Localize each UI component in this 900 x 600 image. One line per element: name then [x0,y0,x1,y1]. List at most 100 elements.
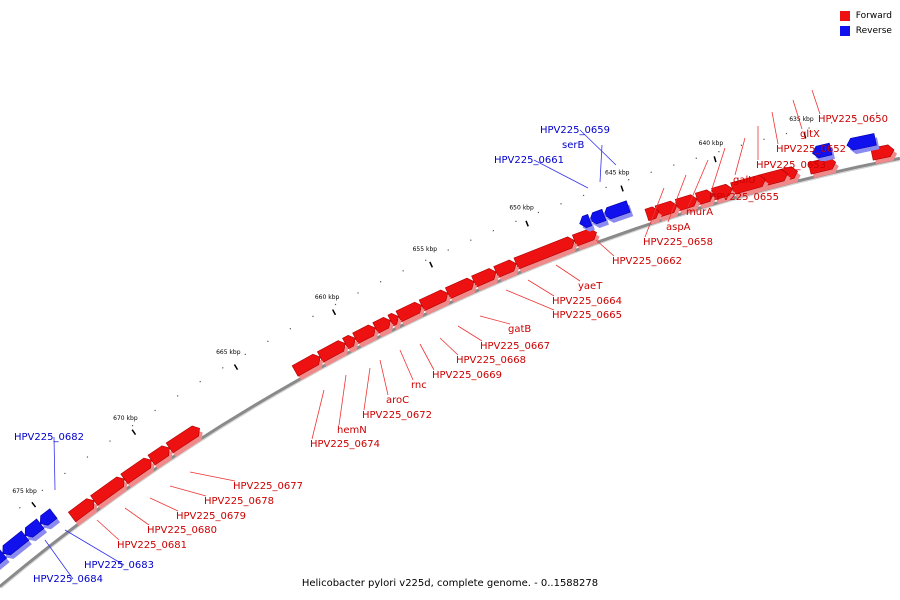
forward-gene-label[interactable]: HPV225_0679 [176,511,246,522]
forward-gene-label[interactable]: HPV225_0668 [456,355,526,366]
forward-gene-label[interactable]: HPV225_0680 [147,525,217,536]
minor-tick [154,409,156,412]
reverse-gene [846,133,877,151]
leader-line [479,315,511,325]
forward-gene-label[interactable]: HPV225_0652 [776,144,846,155]
minor-tick [222,367,224,369]
minor-tick [560,203,562,205]
forward-gene-label[interactable]: aroC [386,395,409,406]
forward-gene-label[interactable]: HPV225_0678 [204,496,274,507]
minor-tick [131,424,134,427]
legend-forward: Forward [839,8,892,23]
minor-tick [515,220,517,222]
legend: Forward Reverse [839,8,892,38]
minor-tick [673,164,675,166]
leader-line [189,471,236,482]
leader-line [439,337,459,356]
major-tick [131,429,137,436]
leader-line [579,129,617,166]
forward-gene [165,425,200,454]
forward-gene-label[interactable]: HPV225_0667 [480,341,550,352]
forward-gene-label[interactable]: HPV225_0669 [432,370,502,381]
forward-gene-label[interactable]: HPV225_0681 [117,540,187,551]
forward-gene-label[interactable]: gltX [800,129,820,140]
minor-tick [740,144,742,146]
leader-line [399,349,414,381]
forward-gene-label[interactable]: rnc [411,380,427,391]
leader-line [505,289,555,311]
forward-gene-label[interactable]: HPV225_0653 [756,160,826,171]
forward-gene-label[interactable]: galU [733,175,756,186]
reverse-gene-label[interactable]: HPV225_0661 [494,155,564,166]
legend-reverse-label: Reverse [855,25,892,36]
reverse-gene-label[interactable]: HPV225_0684 [33,574,103,585]
reverse-swatch [839,25,850,36]
forward-gene [67,498,95,523]
forward-gene [147,445,170,466]
forward-gene-label[interactable]: HPV225_0674 [310,439,380,450]
forward-gene [342,334,356,350]
forward-gene-label[interactable]: HPV225_0677 [233,481,303,492]
reverse-gene-label[interactable]: HPV225_0682 [14,432,84,443]
minor-tick [695,157,697,159]
minor-tick [853,117,855,119]
leader-line [53,436,56,491]
tick-label: 645 kbp [605,169,630,176]
backbone-highlight [0,159,900,589]
genome-caption: Helicobacter pylori v225d, complete geno… [301,578,599,589]
minor-tick [334,303,337,306]
forward-gene-label[interactable]: HPV225_0664 [552,296,622,307]
minor-tick [41,489,43,491]
forward-gene-label[interactable]: HPV225_0655 [709,192,779,203]
tick-label: 665 kbp [216,349,241,356]
forward-gene [444,277,475,300]
forward-gene [807,157,837,175]
major-tick [233,364,239,371]
minor-tick [537,211,540,214]
forward-gene-label[interactable]: murA [686,207,713,218]
leader-line [149,497,179,512]
forward-gene-label[interactable]: HPV225_0665 [552,310,622,321]
major-tick [331,309,337,316]
forward-gene [493,259,517,278]
minor-tick [425,259,427,261]
forward-gene [471,268,497,288]
reverse-gene-label[interactable]: HPV225_0683 [84,560,154,571]
forward-gene [711,183,733,201]
reverse-gene [579,214,593,228]
forward-gene-label[interactable]: HPV225_0650 [818,114,888,125]
forward-gene-label[interactable]: gatB [508,324,531,335]
forward-swatch [839,10,850,21]
reverse-gene [589,208,607,225]
forward-gene [316,340,346,363]
minor-tick [470,239,472,241]
leader-line [792,99,803,130]
leader-line [64,529,125,566]
minor-tick [492,230,494,232]
forward-gene [120,457,152,485]
leader-line [379,359,389,396]
reverse-gene-label[interactable]: serB [562,140,584,151]
forward-gene [395,301,423,323]
leader-line [419,343,435,371]
major-tick [429,261,434,268]
forward-gene-label[interactable]: HPV225_0672 [362,410,432,421]
forward-gene-label[interactable]: HPV225_0662 [612,256,682,267]
forward-gene [291,353,321,377]
forward-gene-label[interactable]: hemN [337,425,367,436]
forward-gene [387,313,399,327]
major-tick [525,220,529,227]
major-ticks: 635 kbp 640 kbp 645 kbp 650 kbp 655 kbp 660 k… [12,116,814,508]
minor-tick [876,112,878,114]
reverse-gene-label[interactable]: HPV225_0659 [540,125,610,136]
leader-line [710,147,726,193]
leader-line [533,159,589,189]
forward-gene-label[interactable]: aspA [666,222,691,233]
forward-gene-label[interactable]: yaeT [578,281,603,292]
minor-tick [582,194,585,197]
leader-line [527,279,555,297]
reverse-gene [39,508,58,526]
leader-line [771,111,779,145]
forward-gene-label[interactable]: HPV225_0658 [643,237,713,248]
